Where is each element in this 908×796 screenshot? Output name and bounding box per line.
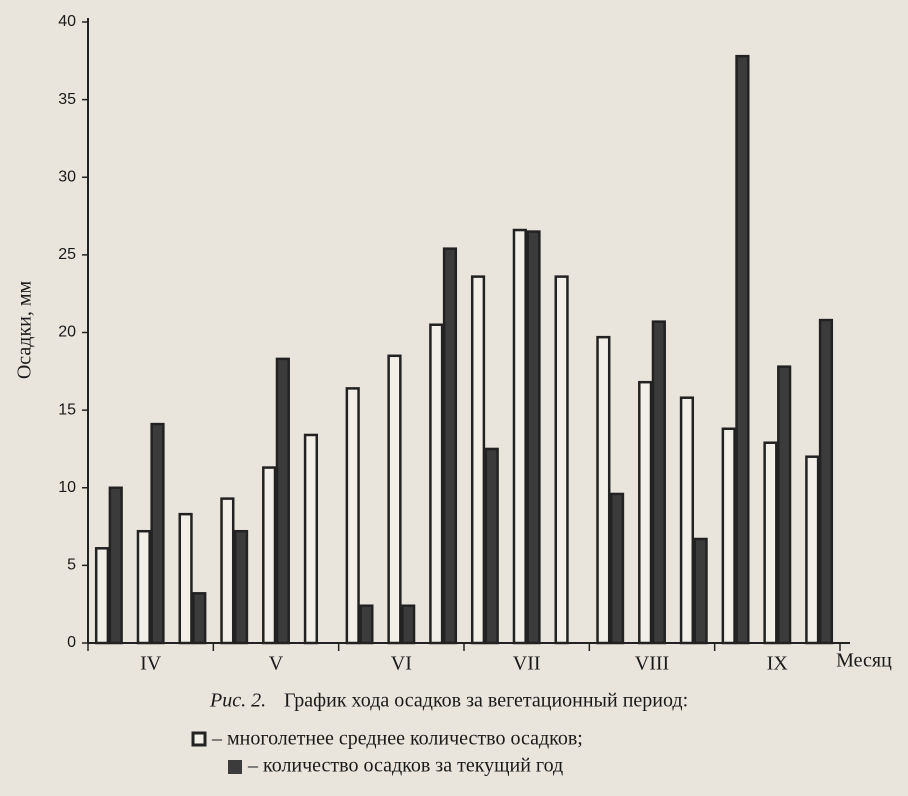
bar — [596, 335, 611, 645]
bar — [345, 387, 360, 645]
bar — [178, 512, 193, 645]
bar — [359, 604, 374, 645]
bar — [108, 486, 123, 645]
bar — [94, 547, 110, 645]
y-tick-label: 20 — [58, 324, 76, 341]
x-tick-label: VII — [513, 653, 541, 675]
bar — [470, 275, 486, 645]
bar — [150, 422, 165, 645]
bar — [192, 592, 207, 645]
bar — [220, 497, 235, 645]
bar — [805, 455, 820, 645]
bar — [526, 230, 541, 645]
bar — [735, 54, 750, 645]
x-tick-label: VI — [391, 653, 412, 675]
bar — [429, 323, 444, 645]
bar — [387, 354, 402, 645]
bar — [679, 396, 695, 645]
y-tick-label: 5 — [67, 557, 76, 574]
y-axis-label: Осадки, мм — [14, 280, 36, 379]
bar — [693, 537, 708, 645]
chart-title: График хода осадков за вегетационный пер… — [284, 690, 688, 712]
bar — [275, 357, 290, 645]
x-tick-label: IV — [140, 653, 162, 675]
y-tick-label: 10 — [58, 479, 76, 496]
caption-label: Рис. 2. — [209, 690, 266, 712]
bar — [401, 604, 416, 645]
x-axis-label: Месяц — [836, 650, 892, 672]
legend-entry: – количество осадков за текущий год — [247, 755, 563, 777]
x-tick-label: IX — [767, 653, 789, 675]
bar — [554, 275, 569, 645]
y-tick-label: 15 — [58, 401, 76, 418]
bar — [262, 466, 277, 645]
bar — [442, 247, 458, 645]
bar — [609, 492, 625, 645]
bar — [763, 441, 778, 645]
bar — [651, 320, 666, 645]
y-tick-label: 25 — [58, 246, 76, 263]
bar — [777, 365, 792, 645]
bar — [638, 380, 653, 645]
bar — [484, 447, 499, 645]
y-tick-label: 35 — [58, 91, 76, 108]
bar — [818, 318, 834, 645]
y-tick-label: 30 — [58, 168, 76, 185]
x-tick-label: V — [269, 653, 284, 675]
y-tick-label: 40 — [58, 13, 76, 30]
legend-entry: – многолетнее среднее количество осадков… — [211, 728, 583, 750]
legend-swatch — [228, 760, 242, 774]
bar — [136, 529, 151, 645]
bar — [303, 433, 319, 645]
legend-swatch — [191, 731, 207, 747]
y-tick-label: 0 — [67, 634, 76, 651]
bar — [512, 228, 527, 645]
bar — [721, 427, 736, 645]
x-tick-label: VIII — [635, 653, 669, 675]
bar — [233, 529, 249, 645]
